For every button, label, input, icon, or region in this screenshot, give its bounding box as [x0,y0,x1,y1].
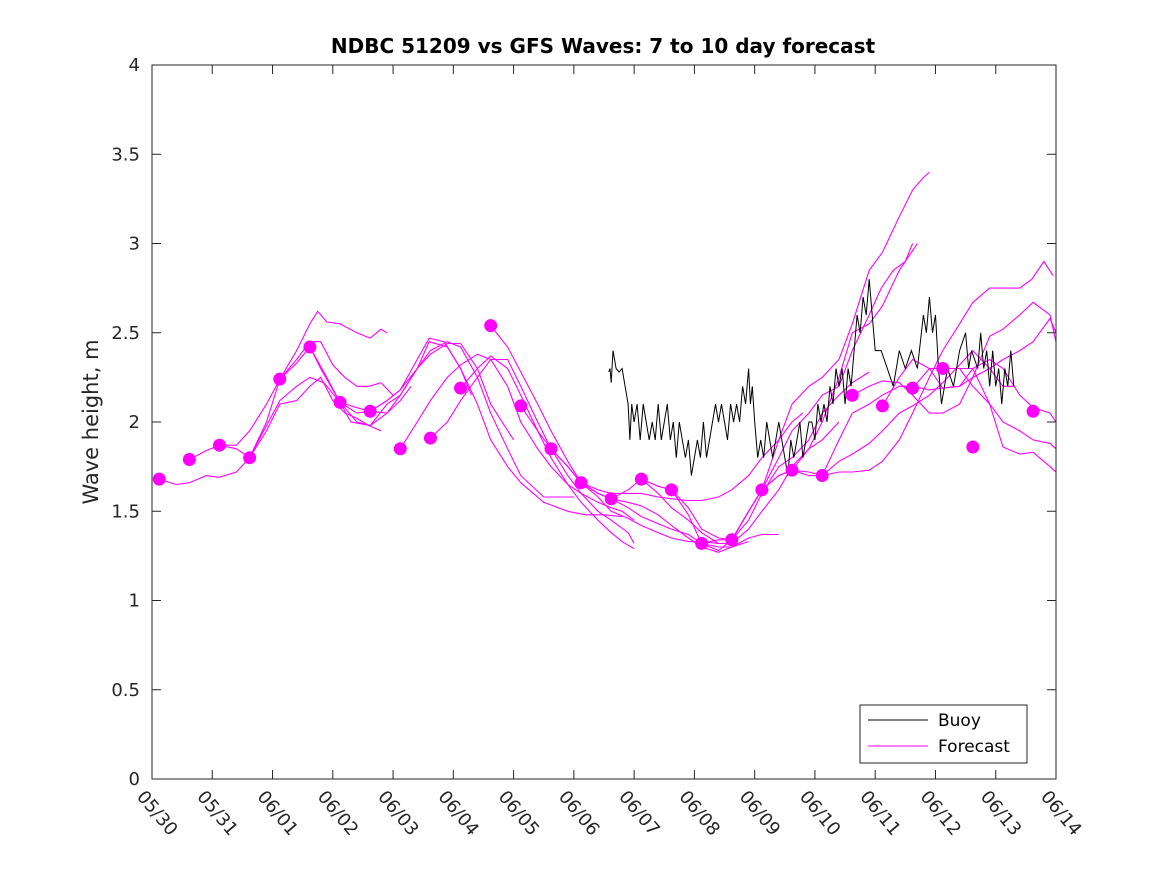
forecast-run-line [852,301,1057,414]
x-tick-label: 06/05 [494,787,543,840]
forecast-marker [484,319,498,333]
forecast-run-line [249,310,388,458]
legend: Buoy Forecast [859,704,1028,764]
forecast-marker [695,536,709,550]
forecast-marker [514,399,528,413]
x-tick-label: 06/07 [614,787,663,840]
y-tick-label: 2 [129,412,140,433]
forecast-marker [664,483,678,497]
forecast-run-line [490,325,719,544]
forecast-marker [906,381,920,395]
forecast-marker [1026,404,1040,418]
forecast-run-line [701,171,930,544]
plot-area [152,171,1057,553]
forecast-marker [725,533,739,547]
forecast-marker [152,472,166,486]
forecast-marker [845,388,859,402]
x-tick-label: 06/01 [253,787,302,840]
forecast-run-line [942,367,1057,473]
forecast-marker [393,442,407,456]
forecast-marker [273,372,287,386]
forecast-run-line [219,376,412,459]
forecast-run-line [761,260,1054,491]
x-tick-label: 06/11 [855,787,904,840]
forecast-marker [785,463,799,477]
y-tick-label: 2.5 [111,323,140,344]
forecast-marker [303,340,317,354]
y-tick-label: 3 [129,234,140,255]
forecast-marker [423,431,437,445]
x-tick-label: 06/02 [313,787,362,840]
y-tick-label: 4 [129,55,140,76]
forecast-marker [755,483,769,497]
forecast-marker [875,399,889,413]
axes-frame [151,64,1057,780]
forecast-run-line [189,341,394,460]
forecast-run-line [641,371,870,541]
y-tick-label: 0.5 [111,680,140,701]
forecast-marker [936,361,950,375]
forecast-run-line [520,405,749,548]
forecast-run-line [610,421,840,544]
forecast-marker [574,476,588,490]
legend-forecast-label: Forecast [938,737,1010,757]
forecast-run-line [399,353,635,521]
y-tick-label: 3.5 [111,144,140,165]
legend-buoy-label: Buoy [938,711,981,731]
forecast-run-line [430,358,635,544]
forecast-marker [966,440,980,454]
x-tick-label: 05/30 [132,787,181,840]
forecast-run-line [339,341,574,498]
forecast-marker [604,492,618,506]
y-tick-label: 0 [129,769,140,790]
chart-title: NDBC 51209 vs GFS Waves: 7 to 10 day for… [331,34,876,58]
forecast-run-line [159,376,382,486]
x-tick-label: 06/08 [675,787,724,840]
x-tick-label: 06/04 [434,787,483,840]
forecast-run-line [671,243,914,552]
forecast-marker [815,469,829,483]
forecast-run-line [369,337,623,518]
forecast-marker [363,404,377,418]
forecast-run-line [580,412,804,502]
forecast-run-line [791,349,1014,477]
forecast-marker [333,395,347,409]
forecast-run-line [550,448,779,553]
forecast-marker [243,451,257,465]
y-axis: 0 0.5 1 1.5 2 2.5 3 3.5 4 [111,55,1056,790]
y-axis-label: Wave height, m [79,339,103,504]
x-tick-label: 06/13 [976,787,1025,840]
x-tick-label: 06/06 [554,787,603,840]
forecast-run-line [460,355,635,550]
x-tick-label: 06/12 [916,787,965,840]
forecast-marker [544,442,558,456]
x-tick-label: 06/14 [1036,787,1085,840]
legend-box [859,704,1028,764]
x-tick-label: 06/03 [373,787,422,840]
y-tick-label: 1.5 [111,501,140,522]
x-tick-label: 06/09 [735,787,784,840]
y-tick-label: 1 [129,591,140,612]
x-tick-label: 05/31 [192,787,241,840]
forecast-marker [634,472,648,486]
forecast-marker [182,452,196,466]
x-tick-label: 06/10 [795,787,844,840]
buoy-series-line [608,279,1015,476]
forecast-marker [212,438,226,452]
forecast-marker [454,381,468,395]
